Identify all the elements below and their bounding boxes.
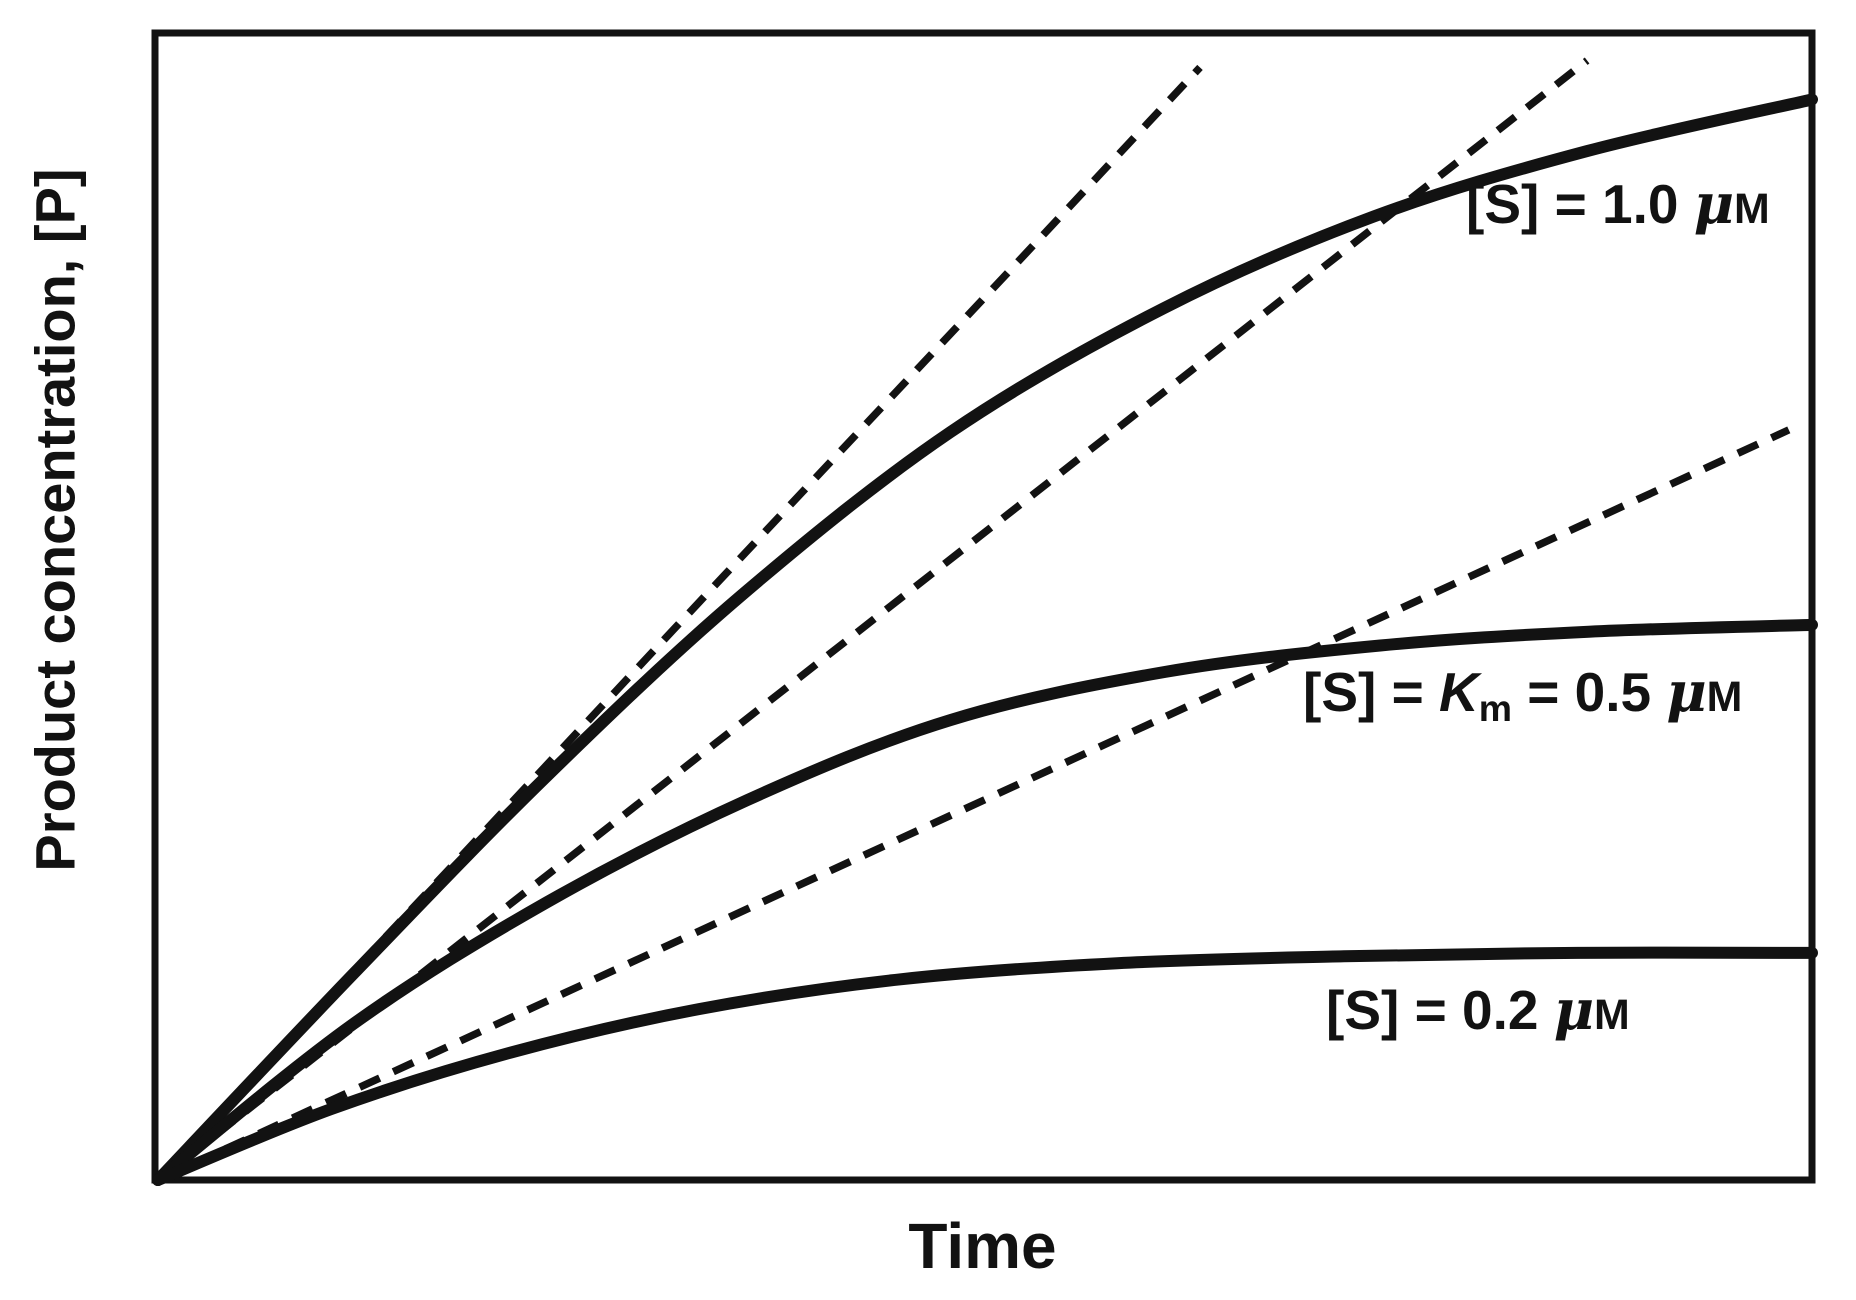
curve-label-s-1.0-text: [S] = 1.0	[1466, 173, 1694, 235]
curve-label-km-text: [S] =	[1303, 661, 1439, 723]
y-axis-label-area: Product concentration, [P]	[2, 20, 110, 1020]
km-symbol: K	[1439, 661, 1479, 723]
molar-unit: M	[1706, 673, 1743, 721]
molar-unit: M	[1734, 185, 1770, 233]
tangent-line-s-1.0	[155, 64, 1203, 1183]
km-subscript: m	[1478, 687, 1512, 730]
curve-label-s-0.2: [S] = 0.2 μM	[1326, 982, 1630, 1038]
curve-label-s-0.2-text: [S] = 0.2	[1326, 979, 1554, 1041]
progress-curve-s-0.5	[152, 618, 1818, 1186]
x-axis-label: Time	[908, 1210, 1057, 1282]
curve-label-s-1.0: [S] = 1.0 μM	[1466, 176, 1770, 232]
mu-symbol: μ	[1693, 171, 1734, 236]
molar-unit: M	[1594, 991, 1630, 1039]
curve-label-s-km-0.5: [S] = Km = 0.5 μM	[1303, 661, 1743, 727]
curve-label-km-value: = 0.5	[1511, 661, 1667, 723]
y-axis-label: Product concentration, [P]	[24, 168, 87, 872]
x-axis-label-area: Time	[152, 1214, 1813, 1278]
plot-frame	[151, 29, 1816, 1184]
mu-symbol: μ	[1666, 659, 1707, 724]
mu-symbol: μ	[1553, 977, 1594, 1042]
progress-curve-s-1.0	[152, 93, 1818, 1186]
tangent-line-s-0.2	[156, 426, 1791, 1184]
progress-curve-s-0.2	[152, 946, 1818, 1186]
